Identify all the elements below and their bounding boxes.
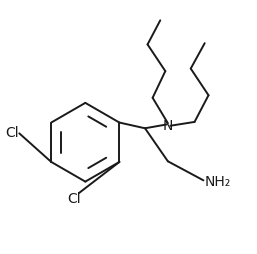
Text: Cl: Cl <box>67 192 81 207</box>
Text: N: N <box>163 119 173 133</box>
Text: Cl: Cl <box>5 126 19 140</box>
Text: NH₂: NH₂ <box>205 174 231 189</box>
